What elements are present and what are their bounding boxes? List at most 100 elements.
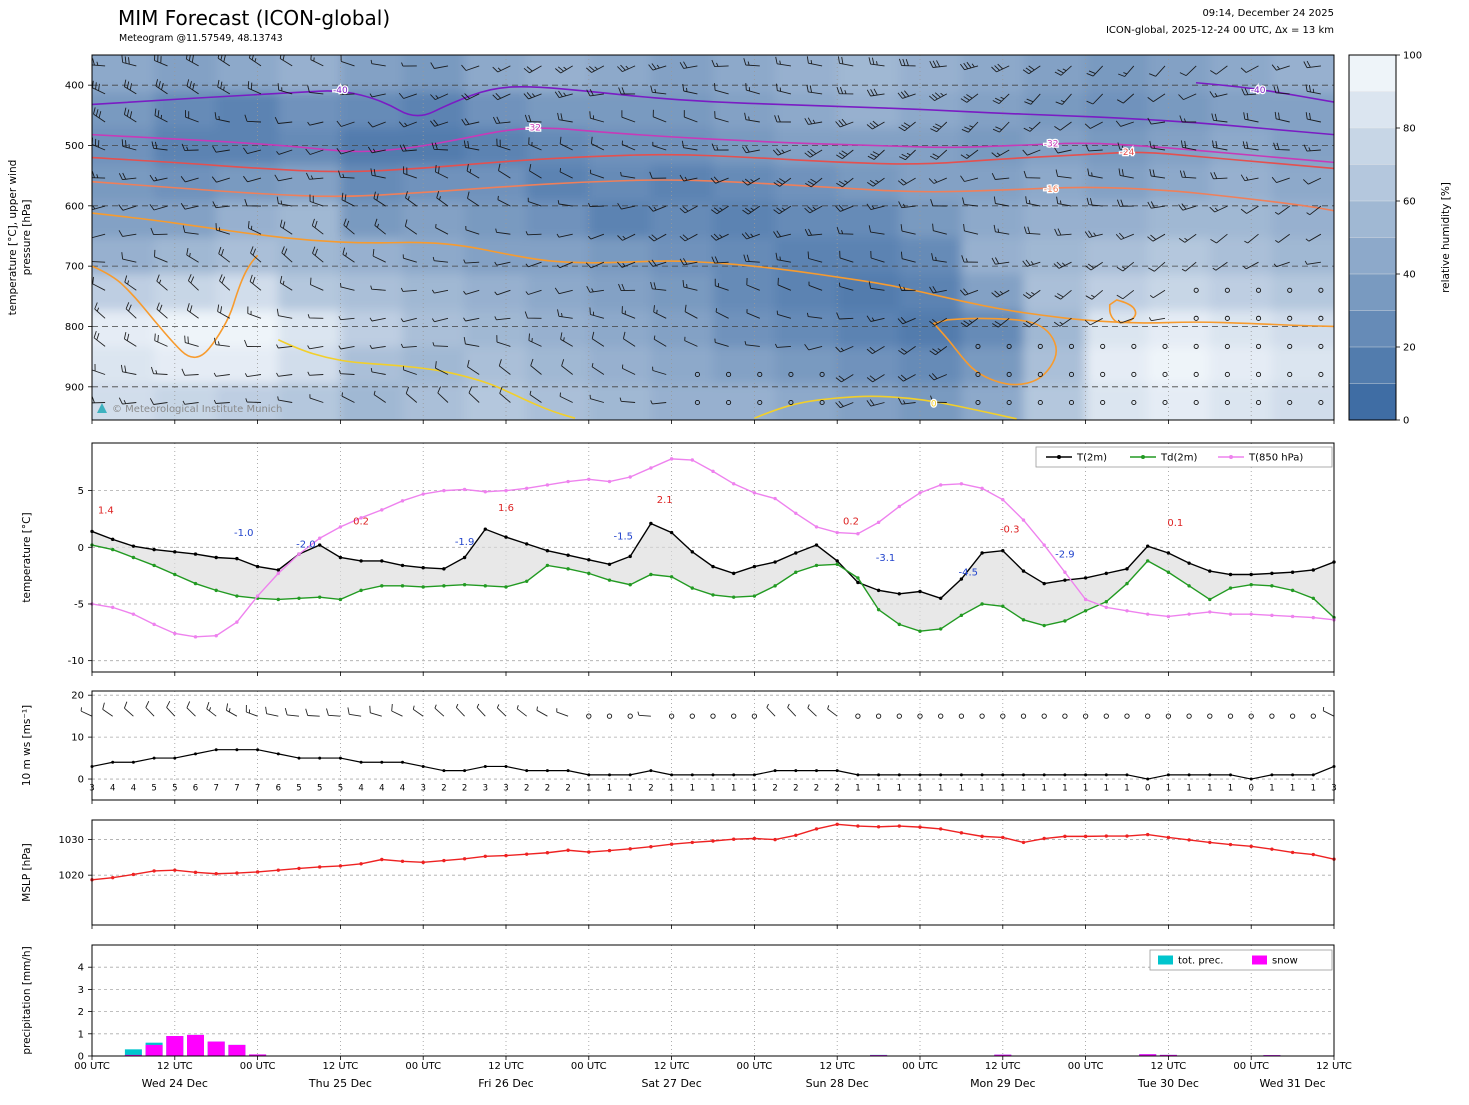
wind-speed-value: 1: [959, 783, 964, 793]
wind-barb-icon: [1148, 261, 1166, 272]
t850-line-marker: [380, 508, 384, 512]
td2m-line-marker: [1146, 559, 1150, 563]
colorbar-tick-label: 40: [1403, 270, 1416, 281]
wind-speed-marker: [939, 773, 943, 777]
wind-barb-icon: [992, 121, 1010, 133]
humidity-cell: [588, 383, 652, 420]
wind-speed-marker: [1229, 773, 1232, 777]
wind-speed-marker: [959, 773, 963, 777]
calm-wind-icon: [1131, 371, 1137, 378]
wind-barb-icon: [369, 93, 386, 98]
wind-speed-marker: [318, 756, 322, 760]
wind-barb-icon: [212, 201, 230, 209]
wind-barb-icon: [1209, 91, 1228, 98]
t2m-line-marker: [318, 543, 322, 547]
wind-barb-icon: [991, 149, 1010, 158]
wind-barb-icon: [244, 198, 262, 207]
wind-barb-icon: [746, 309, 760, 319]
humidity-cell: [961, 274, 1024, 311]
wind-barb-icon: [367, 146, 386, 154]
td2m-line-marker: [814, 563, 819, 568]
calm-wind-icon: [1145, 713, 1151, 719]
td2m-line-marker: [1270, 584, 1274, 588]
y-tick-label: 600: [65, 201, 84, 212]
t2m-line-marker: [959, 577, 964, 581]
humidity-cell: [1147, 310, 1211, 348]
humidity-cell: [464, 164, 528, 202]
wind-barb-icon: [525, 231, 542, 236]
contour-line--16: [92, 179, 1334, 212]
humidity-cell: [154, 128, 217, 165]
contour-line--24: [92, 151, 1334, 173]
wind-barb-icon: [618, 87, 636, 95]
calm-wind-icon: [751, 713, 758, 719]
t850-line-marker: [1146, 612, 1150, 616]
humidity-cell: [278, 420, 341, 457]
wind-barb-icon: [807, 251, 823, 263]
wind-barb-icon: [787, 703, 797, 717]
wind-speed-marker: [690, 773, 694, 777]
humidity-cell: [30, 420, 93, 457]
wind-barb-icon: [281, 246, 293, 263]
wind-speed-marker: [877, 773, 881, 777]
wind-barb-icon: [1149, 65, 1166, 77]
wind-speed-marker: [401, 760, 404, 764]
calm-wind-icon: [938, 713, 944, 719]
humidity-cell: [216, 164, 279, 202]
wind-barb-icon: [1273, 142, 1290, 151]
wind-barb-icon: [1240, 65, 1259, 73]
wind-speed-value: 1: [627, 783, 632, 793]
colorbar-tick-label: 0: [1403, 416, 1409, 427]
mslp-marker: [587, 850, 591, 854]
humidity-cell: [713, 274, 776, 311]
t850-line-marker: [297, 552, 301, 556]
wind-barb-icon: [836, 177, 854, 188]
calm-wind-icon: [1068, 343, 1075, 349]
wind-barb-icon: [154, 55, 168, 67]
wind-barb-icon: [186, 248, 199, 263]
wind-barb-icon: [806, 56, 823, 67]
wind-barb-icon: [931, 253, 947, 263]
contour-lines: [92, 81, 1334, 420]
wind-barb-icon: [991, 63, 1010, 73]
wind-barb-icon: [898, 201, 916, 209]
wind-barb-icon: [1242, 261, 1259, 270]
utc-tick-label: 12 UTC: [1151, 1061, 1187, 1072]
mslp-marker: [193, 870, 198, 875]
humidity-cell: [650, 237, 714, 275]
wind-barb-icon: [653, 335, 667, 347]
wind-barb-icon: [186, 701, 196, 717]
wind-barb-icon: [866, 88, 885, 97]
wind-barb-icon: [217, 79, 231, 95]
wind-barb-icon: [1023, 226, 1041, 235]
wind-speed-marker: [1270, 773, 1274, 777]
wind-barb-icon: [991, 289, 1010, 298]
precipitation-frame: [91, 944, 1335, 1057]
calm-wind-icon: [788, 371, 794, 378]
wind-barb-icon: [369, 705, 382, 717]
wind-barb-icon: [1054, 289, 1072, 300]
wind-barb-icon: [374, 218, 386, 235]
wind-barb-icon: [993, 196, 1010, 207]
humidity-cell: [650, 201, 714, 238]
humidity-cell: [340, 128, 403, 165]
wind-barb-icon: [839, 282, 854, 291]
humidity-cell: [92, 55, 155, 92]
wind-barb-icon: [929, 286, 947, 294]
calm-wind-icon: [1255, 371, 1262, 378]
wind-barb-icon: [591, 331, 605, 347]
t850-line-marker: [856, 531, 860, 536]
contour-line--40: [1195, 81, 1334, 103]
t2m-line-marker: [1042, 581, 1046, 586]
wind-barb-icon: [561, 359, 573, 375]
wind-barb-icon: [1084, 230, 1103, 238]
wind-barb-icon: [187, 274, 199, 291]
td2m-line-marker: [669, 575, 674, 579]
wind-barb-icon: [412, 705, 424, 717]
t2m-line-marker: [111, 537, 115, 542]
legend-label: Td(2m): [1160, 453, 1197, 464]
t850-line-marker: [525, 486, 529, 491]
t850-line-marker: [732, 482, 736, 486]
t850-line-marker: [1208, 610, 1212, 614]
colorbar-segment: [1348, 91, 1397, 129]
